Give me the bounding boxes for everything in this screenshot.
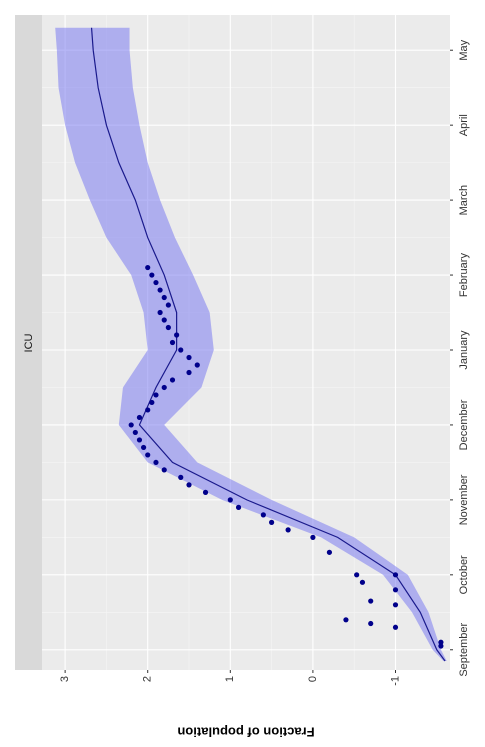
data-point bbox=[186, 482, 192, 488]
data-point bbox=[128, 422, 134, 428]
data-point bbox=[136, 437, 143, 443]
x-tick-label: April bbox=[458, 114, 470, 136]
x-tick-label: December bbox=[458, 399, 470, 450]
data-point bbox=[392, 602, 399, 608]
data-point bbox=[368, 598, 374, 604]
data-point bbox=[161, 317, 167, 323]
data-point bbox=[343, 617, 349, 623]
data-point bbox=[359, 579, 366, 585]
x-tick-label: November bbox=[458, 474, 470, 525]
data-point bbox=[285, 527, 291, 533]
data-point bbox=[161, 294, 167, 301]
data-point bbox=[161, 467, 167, 473]
data-point bbox=[186, 354, 192, 361]
data-point bbox=[438, 643, 444, 649]
data-point bbox=[260, 512, 266, 518]
data-point bbox=[235, 504, 242, 510]
data-point bbox=[174, 332, 180, 338]
data-point bbox=[392, 624, 399, 630]
data-point bbox=[161, 384, 167, 391]
x-tick-label: September bbox=[458, 623, 470, 677]
data-point bbox=[145, 407, 151, 413]
data-point bbox=[153, 392, 159, 398]
data-point bbox=[368, 620, 374, 627]
plot: ICU Fraction of population -1 0 1 2 3 Septemb… bbox=[15, 15, 470, 740]
facet-label: ICU bbox=[23, 333, 35, 352]
data-point bbox=[140, 444, 147, 451]
data-point bbox=[153, 279, 159, 286]
facet-strip bbox=[15, 15, 42, 670]
x-tick-label: May bbox=[458, 39, 470, 60]
data-point bbox=[194, 362, 200, 368]
x-tick-label: January bbox=[458, 330, 470, 370]
y-tick-label: -1 bbox=[389, 676, 401, 686]
data-point bbox=[227, 497, 233, 503]
data-point bbox=[165, 324, 171, 331]
data-point bbox=[165, 302, 171, 308]
data-point bbox=[169, 377, 176, 383]
data-point bbox=[149, 399, 155, 406]
data-point bbox=[153, 459, 159, 466]
data-point bbox=[202, 489, 209, 495]
data-point bbox=[392, 572, 399, 578]
data-point bbox=[157, 309, 163, 316]
data-point bbox=[310, 534, 316, 540]
data-point bbox=[145, 452, 151, 458]
data-point bbox=[186, 369, 192, 376]
y-tick-label: 2 bbox=[142, 676, 154, 682]
x-tick-label: October bbox=[458, 555, 470, 594]
data-point bbox=[136, 414, 143, 421]
data-point bbox=[392, 587, 399, 593]
data-point bbox=[354, 572, 360, 578]
data-point bbox=[169, 339, 176, 346]
data-point bbox=[326, 549, 333, 555]
x-tick-label: March bbox=[458, 185, 470, 216]
data-point bbox=[145, 264, 151, 271]
data-point bbox=[157, 287, 163, 293]
data-point bbox=[438, 639, 444, 645]
data-point bbox=[269, 519, 275, 525]
y-tick-label: 3 bbox=[59, 676, 71, 682]
y-tick-label: 1 bbox=[224, 676, 236, 682]
data-point bbox=[149, 272, 155, 278]
y-tick-label: 0 bbox=[307, 676, 319, 682]
data-point bbox=[178, 474, 184, 480]
data-point bbox=[132, 429, 138, 436]
confidence-band bbox=[55, 27, 447, 662]
x-tick-label: February bbox=[458, 253, 470, 298]
y-axis-title: Fraction of population bbox=[177, 725, 314, 740]
data-point bbox=[178, 347, 184, 353]
